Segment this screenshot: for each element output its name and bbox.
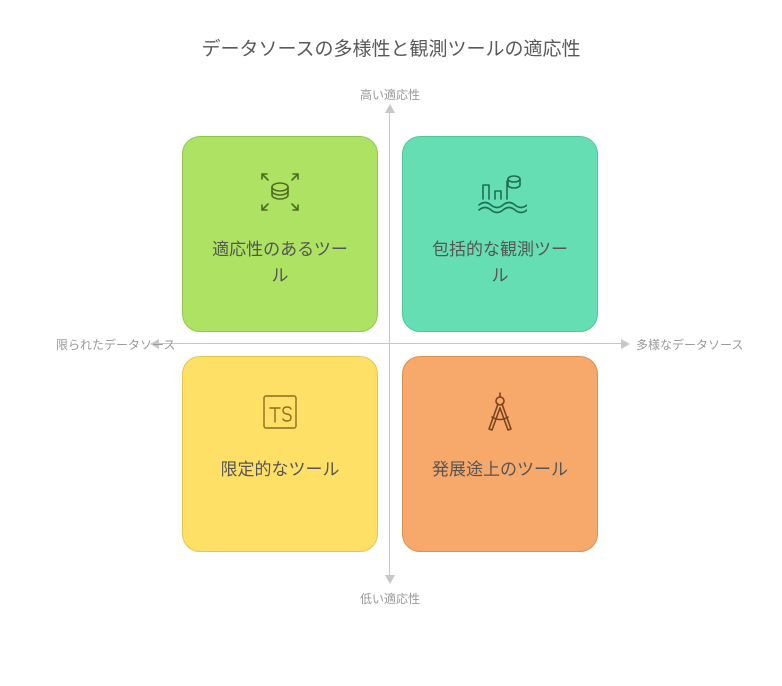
axis-label-bottom: 低い適応性 <box>174 590 606 607</box>
expand-db-icon <box>253 165 307 219</box>
axis-label-right: 多様なデータソース <box>636 336 756 353</box>
quadrant-bottom-left-label: 限定的なツール <box>205 457 355 483</box>
x-axis-line <box>156 343 624 344</box>
axis-arrow-up-icon <box>385 104 395 113</box>
chart-db-wave-icon <box>473 165 527 219</box>
quadrant-bottom-left: 限定的なツール <box>182 356 378 552</box>
quadrant-top-right-label: 包括的な観測ツール <box>425 237 575 288</box>
quadrant-top-right: 包括的な観測ツール <box>402 136 598 332</box>
axis-label-top: 高い適応性 <box>174 86 606 103</box>
quadrant-matrix: 高い適応性 低い適応性 限られたデータソース 多様なデータソース 適応性のあるツ… <box>174 128 606 560</box>
axis-arrow-down-icon <box>385 575 395 584</box>
y-axis-line <box>389 110 390 578</box>
axis-arrow-right-icon <box>621 339 630 349</box>
quadrant-top-left: 適応性のあるツール <box>182 136 378 332</box>
diagram-title: データソースの多様性と観測ツールの適応性 <box>0 34 782 61</box>
compass-tool-icon <box>473 385 527 439</box>
ts-box-icon <box>253 385 307 439</box>
quadrant-top-left-label: 適応性のあるツール <box>205 237 355 288</box>
quadrant-bottom-right: 発展途上のツール <box>402 356 598 552</box>
quadrant-bottom-right-label: 発展途上のツール <box>425 457 575 483</box>
axis-label-left: 限られたデータソース <box>56 336 164 353</box>
